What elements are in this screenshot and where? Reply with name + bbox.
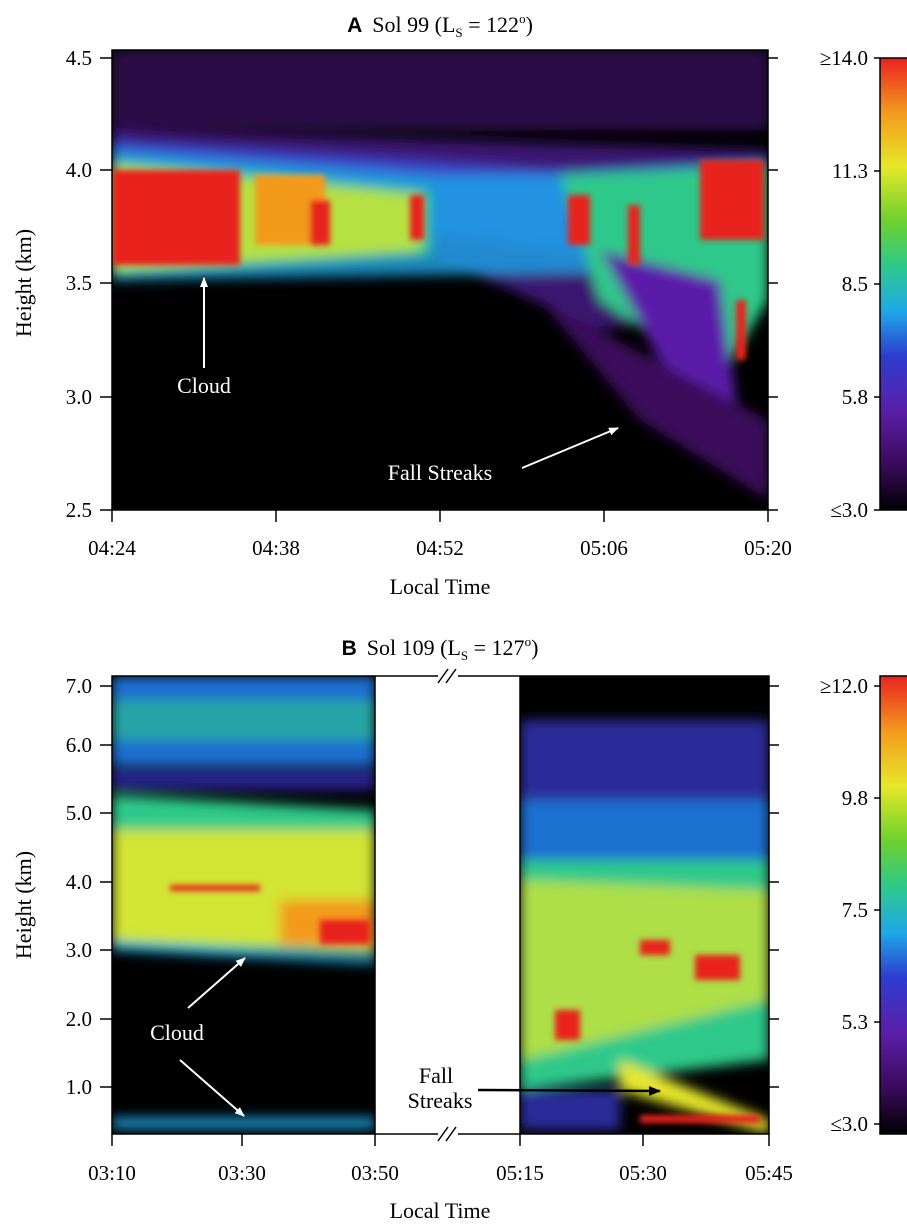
y-ticks-b <box>100 685 779 1088</box>
title-text-end: ) <box>526 12 533 37</box>
colorbar-b <box>879 675 907 1135</box>
panel-letter: A <box>347 14 362 37</box>
y-tick-label: 4.0 <box>66 870 92 894</box>
colorbar-labels-a: ≥14.0 11.3 8.5 5.8 ≤3.0 <box>820 46 868 522</box>
x-tick-label: 05:45 <box>745 1161 793 1185</box>
colorbar-a <box>879 57 907 511</box>
y-tick-labels-a: 2.5 3.0 3.5 4.0 4.5 <box>66 46 92 522</box>
x-axis-label: Local Time <box>390 1198 491 1223</box>
colorbar-label: 7.5 <box>842 898 868 922</box>
panel-a: A Sol 99 (LS = 122o) <box>11 11 907 599</box>
y-axis-label: Height (km) <box>11 229 36 337</box>
colorbar-label: 5.8 <box>842 385 868 409</box>
colorbar-label: 11.3 <box>832 159 868 183</box>
title-superscript: o <box>525 634 532 649</box>
x-ticks-b <box>111 1134 770 1146</box>
colorbar-label: ≤3.0 <box>830 498 868 522</box>
cloud-arrow-upper <box>187 957 246 1009</box>
streaks-label: Streaks <box>408 1088 473 1113</box>
colorbar-label: ≥12.0 <box>820 674 868 698</box>
fall-label: Fall <box>419 1063 453 1088</box>
cloud-annotation: Cloud <box>177 373 231 398</box>
y-tick-label: 3.0 <box>66 938 92 962</box>
title-text-mid: = 122 <box>463 12 519 37</box>
y-tick-label: 2.0 <box>66 1007 92 1031</box>
title-text-end: ) <box>531 635 538 660</box>
y-tick-label: 4.5 <box>66 46 92 70</box>
axis-break-marks <box>437 668 458 1142</box>
title-subscript: S <box>461 648 468 663</box>
panel-b-title: B Sol 109 (LS = 127o) <box>342 634 539 663</box>
title-text: Sol 99 (L <box>372 12 455 37</box>
colorbar-labels-b: ≥12.0 9.8 7.5 5.3 ≤3.0 <box>820 674 868 1136</box>
y-tick-label: 3.5 <box>66 271 92 295</box>
title-superscript: o <box>519 11 526 26</box>
plot-frame-right <box>519 675 770 1135</box>
fall-streaks-arrow <box>477 1085 661 1096</box>
x-tick-label: 05:15 <box>496 1161 544 1185</box>
y-tick-labels-b: 1.0 2.0 3.0 4.0 5.0 6.0 7.0 <box>66 674 92 1099</box>
title-text: Sol 109 (L <box>367 635 461 660</box>
colorbar-label: ≤3.0 <box>830 1112 868 1136</box>
colorbar-ticks-a <box>874 57 880 511</box>
x-tick-label: 05:20 <box>744 536 792 560</box>
x-tick-labels-a: 04:24 04:38 04:52 05:06 05:20 <box>88 536 792 560</box>
x-tick-labels-b: 03:10 03:30 03:50 05:15 05:30 05:45 <box>88 1161 793 1185</box>
x-tick-label: 03:10 <box>88 1161 136 1185</box>
colorbar-label: ≥14.0 <box>820 46 868 70</box>
fall-streaks-annotation: Fall Streaks <box>388 460 493 485</box>
y-axis-label: Height (km) <box>11 851 36 959</box>
y-tick-label: 5.0 <box>66 801 92 825</box>
y-tick-label: 3.0 <box>66 385 92 409</box>
heatmap-a <box>112 50 768 510</box>
x-tick-label: 03:30 <box>218 1161 266 1185</box>
colorbar-label: 9.8 <box>842 786 868 810</box>
heatmap-b-left <box>112 676 375 1134</box>
cloud-annotation: Cloud <box>150 1020 204 1045</box>
x-ticks-a <box>111 510 769 522</box>
x-tick-label: 04:52 <box>416 536 464 560</box>
colorbar-label: 8.5 <box>842 272 868 296</box>
x-tick-label: 05:30 <box>619 1161 667 1185</box>
title-text-mid: = 127 <box>468 635 524 660</box>
y-tick-label: 7.0 <box>66 674 92 698</box>
y-tick-label: 2.5 <box>66 498 92 522</box>
x-tick-label: 03:50 <box>351 1161 399 1185</box>
panel-a-title: A Sol 99 (LS = 122o) <box>347 11 533 40</box>
colorbar-ticks-b <box>874 685 880 1125</box>
panel-letter: B <box>342 637 357 660</box>
x-tick-label: 04:24 <box>88 536 136 560</box>
colorbar-label: 5.3 <box>842 1010 868 1034</box>
y-tick-label: 6.0 <box>66 733 92 757</box>
y-tick-label: 1.0 <box>66 1075 92 1099</box>
x-axis-label: Local Time <box>390 574 491 599</box>
y-ticks-a <box>100 57 778 511</box>
panel-b: B Sol 109 (LS = 127o) <box>11 634 907 1223</box>
x-tick-label: 04:38 <box>252 536 300 560</box>
y-tick-label: 4.0 <box>66 158 92 182</box>
plot-frame-left <box>111 675 376 1135</box>
cloud-arrow-lower <box>179 1059 245 1117</box>
title-subscript: S <box>455 25 462 40</box>
x-tick-label: 05:06 <box>580 536 628 560</box>
fall-streaks-arrow <box>521 427 619 469</box>
heatmap-b-right <box>520 676 769 1134</box>
